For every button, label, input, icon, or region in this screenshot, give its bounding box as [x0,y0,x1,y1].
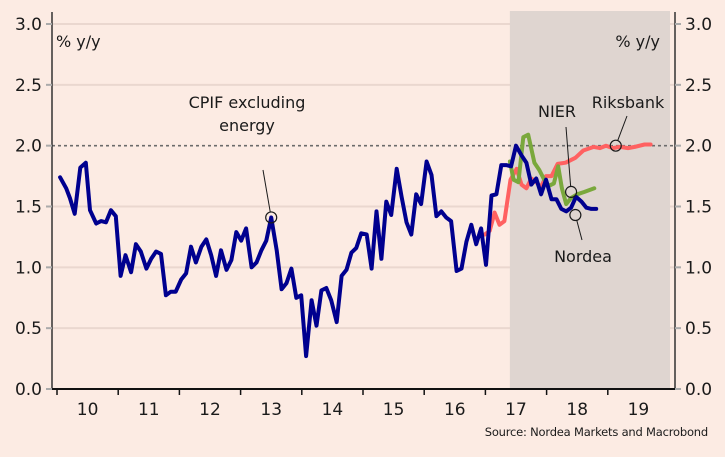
annotation-marker-riksbank [609,139,622,152]
annotation-marker-nier [564,185,578,198]
source-note: Source: Nordea Markets and Macrobond [484,425,708,439]
y-tick-label-left: 0.5 [15,319,42,339]
y-tick-label-right: 3.0 [685,15,712,35]
y-tick-label-right: 0.0 [685,380,712,400]
series-line-riksbank [482,142,653,237]
y-axis-unit-left: % y/y [56,32,101,51]
x-tick-label: 18 [566,400,588,420]
x-tick-label: 12 [199,400,221,420]
x-tick-label: 16 [444,400,466,420]
annotation-marker-nordea [569,208,582,222]
y-tick-label-left: 2.5 [15,76,42,96]
x-tick-label: 11 [138,400,160,420]
y-tick-label-right: 0.5 [685,319,712,339]
y-tick-label-right: 1.0 [685,258,712,278]
annotation-nordea: Nordea [554,247,612,266]
forecast-shading [509,11,670,389]
annotation-layer: CPIF excluding energy NIER Riksbank Nord… [189,93,665,266]
annotation-cpif-line2: energy [219,116,275,135]
y-tick-label-right: 2.0 [685,137,712,157]
annotation-riksbank: Riksbank [592,93,665,112]
y-tick-label-left: 0.0 [15,380,42,400]
y-tick-label-left: 1.5 [15,198,42,218]
y-tick-label-left: 1.0 [15,258,42,278]
annotation-leader-nier [565,126,572,187]
annotation-leader-riksbank [617,115,628,141]
y-axis-unit-right: % y/y [615,32,660,51]
annotation-marker-cpif [265,211,278,224]
y-tick-label-right: 2.5 [685,76,712,96]
annotation-leader-cpif [262,169,271,213]
x-tick-label: 14 [322,400,344,420]
x-tick-label: 19 [628,400,650,420]
x-tick-label: 17 [505,400,527,420]
series-line-cpif-excluding-energy [58,143,599,359]
y-tick-label-left: 3.0 [15,15,42,35]
annotation-leader-nordea [576,220,583,241]
x-tick-label: 13 [260,400,282,420]
x-tick-label: 15 [383,400,405,420]
annotation-nier: NIER [538,102,576,121]
x-tick-label: 10 [77,400,99,420]
y-tick-label-left: 2.0 [15,137,42,157]
y-tick-label-right: 1.5 [685,198,712,218]
axis-layer: 0.0 0.0 0.5 0.5 1.0 1.0 1.5 1.5 2.0 2.0 2.5 2.5 3.0 3… [15,12,712,420]
annotation-cpif-line1: CPIF excluding [189,93,306,112]
